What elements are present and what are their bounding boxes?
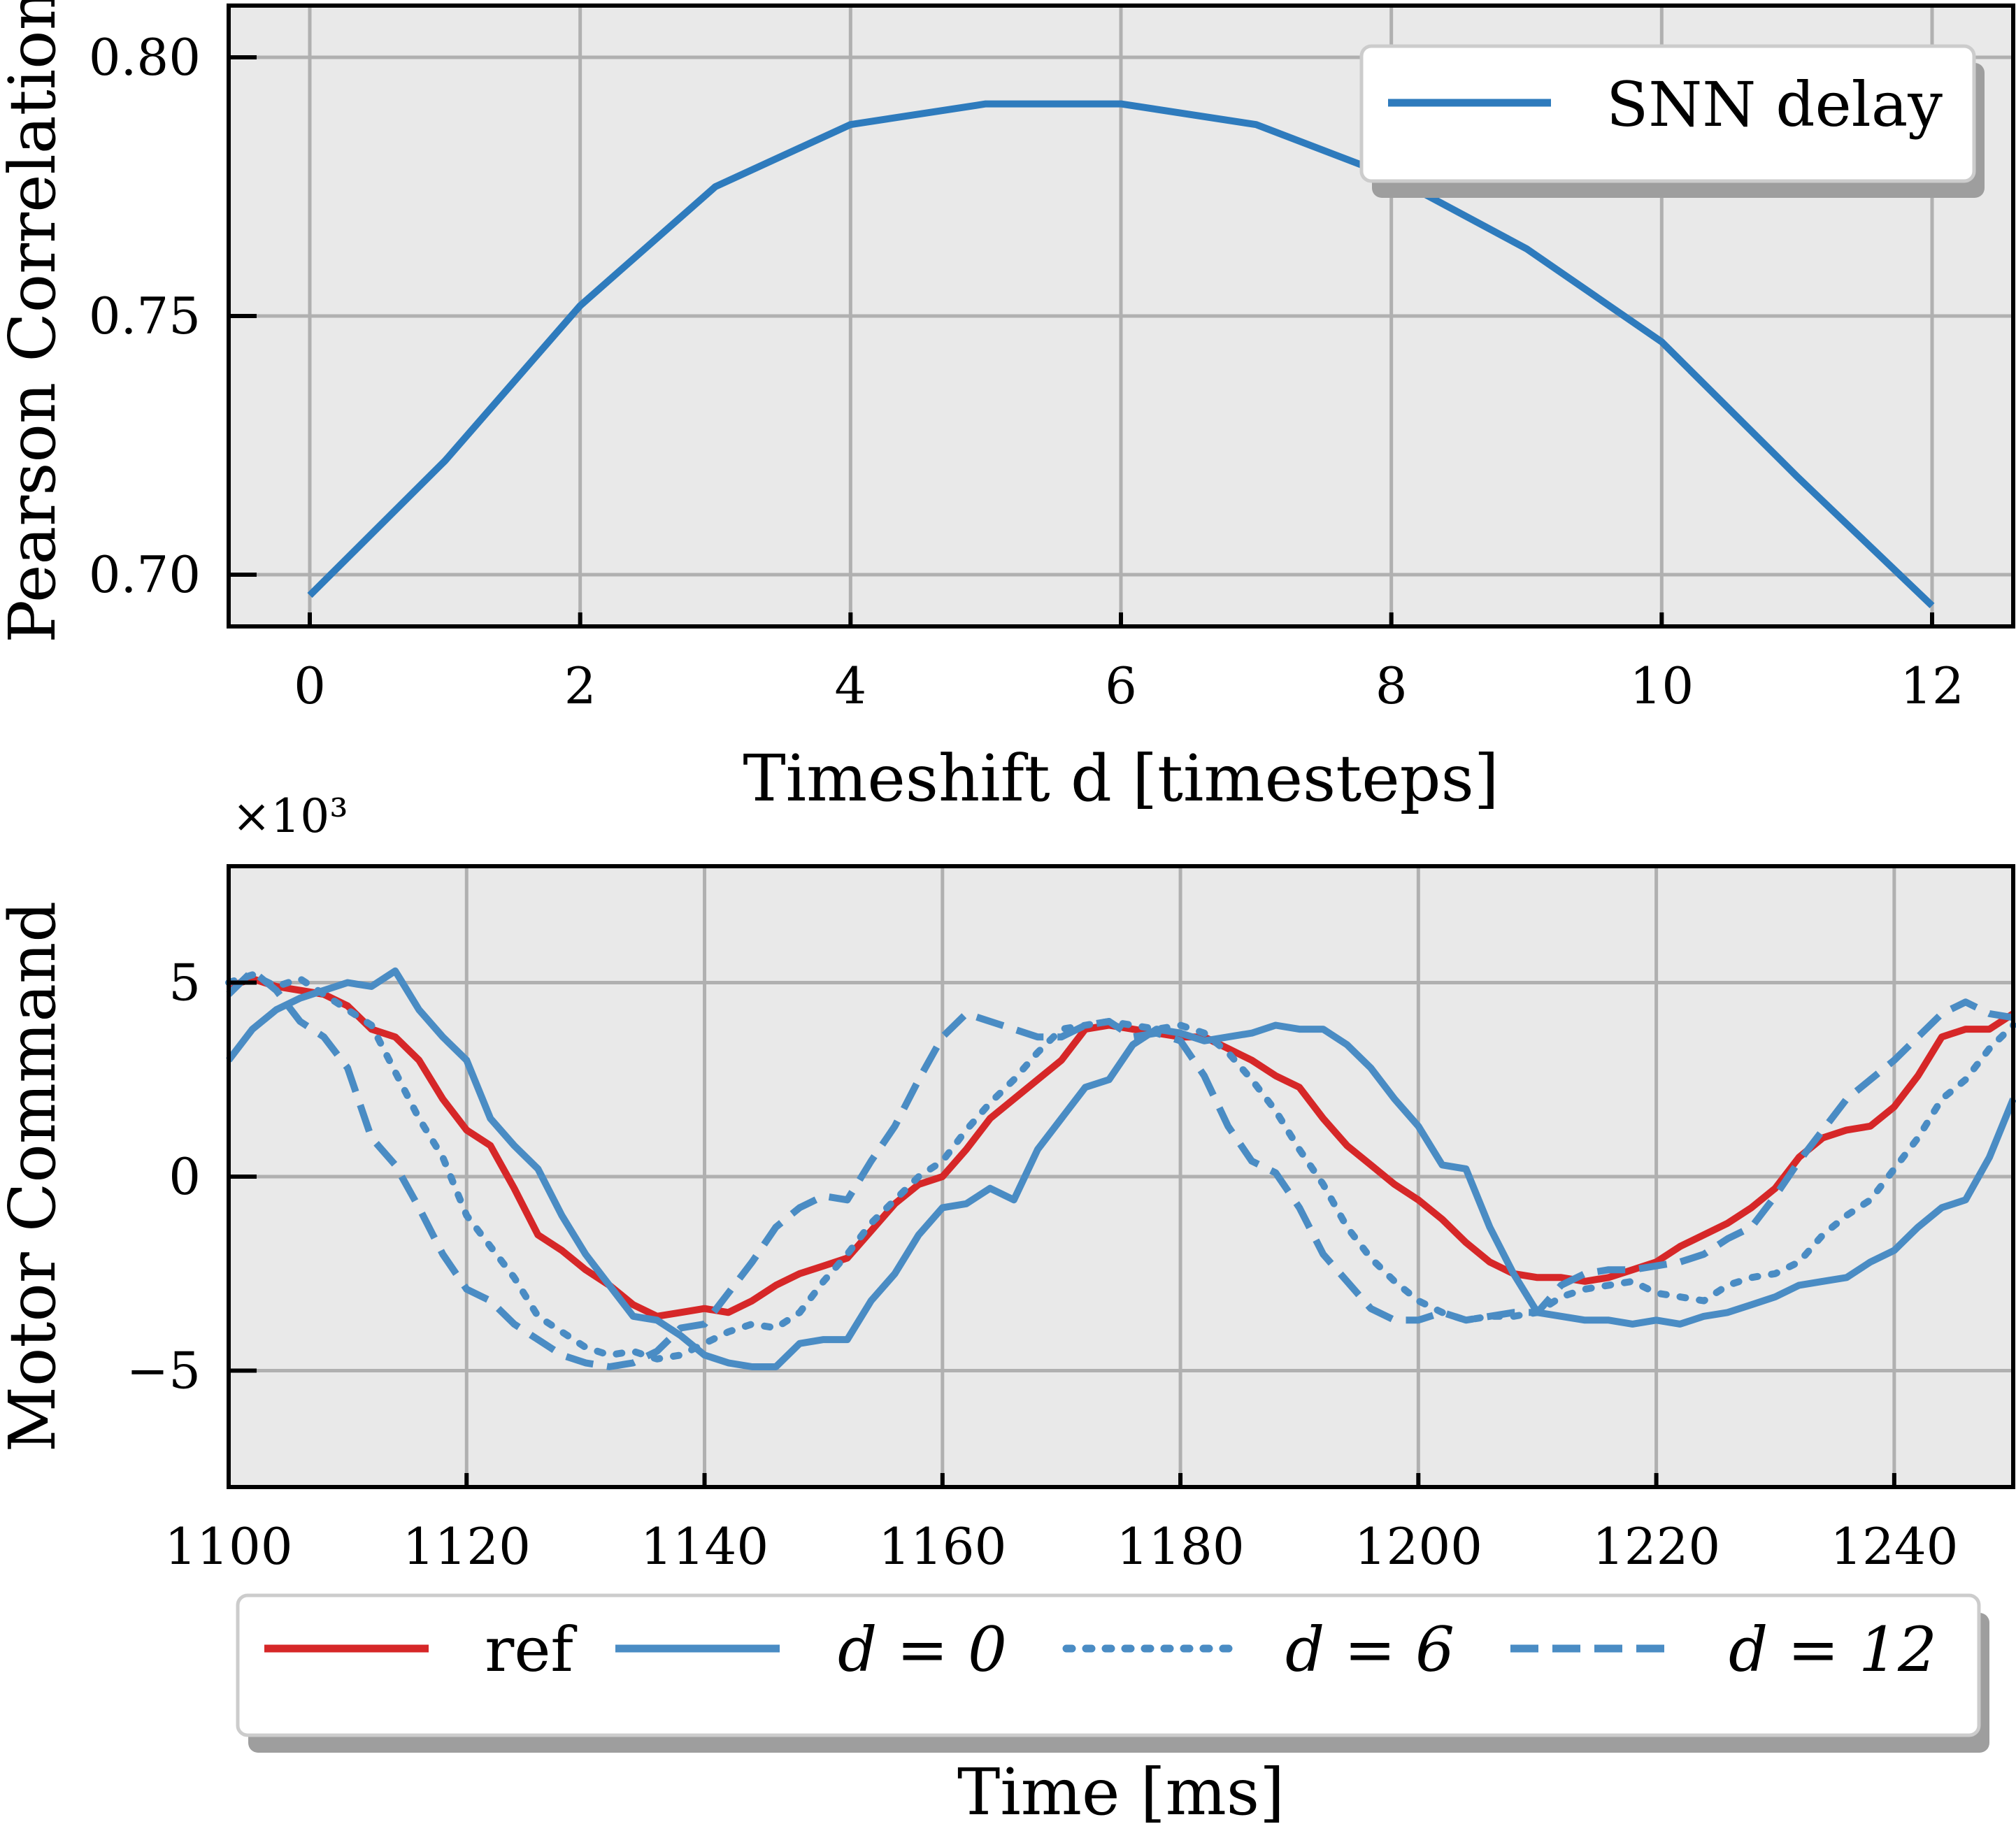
y-tick-label: 0.80 [89, 28, 201, 87]
y-tick-label: 0.70 [89, 545, 201, 604]
x-tick-label: 2 [564, 656, 596, 715]
series-lines [225, 967, 2016, 1370]
legend-box [1359, 44, 1976, 183]
ticks: 0 2 4 6 8 10 12 0.70 0.75 0.80 [89, 28, 1964, 715]
x-tick-label: 10 [1630, 656, 1694, 715]
legend-items: ref d = 0 d = 6 d = 12 [264, 1614, 1937, 1686]
x-tick-label: 0 [294, 656, 326, 715]
x-tick-label: 1140 [641, 1517, 768, 1576]
series-line-d-12 [226, 967, 2014, 1370]
x-tick-label: 1160 [878, 1517, 1006, 1576]
x-tick-label: 8 [1375, 656, 1408, 715]
y-tick-label: 0.75 [89, 287, 201, 345]
x-tick-label: 1100 [164, 1517, 292, 1576]
legend: ref d = 0 d = 6 d = 12 [236, 1593, 1989, 1753]
x-axis-label: Time [ms] [957, 1755, 1285, 1830]
series-line-d-6 [225, 971, 2016, 1363]
y-axis-label: Pearson Correlation [0, 0, 70, 643]
ticks: 1100 1120 1140 1160 1180 1200 1220 1240 −5 0 5 [127, 954, 1959, 1577]
legend-label-d-12: d = 12 [1729, 1614, 1937, 1686]
y-multiplier-label: ×10³ [232, 789, 348, 843]
x-tick-label: 1220 [1592, 1517, 1720, 1576]
x-tick-label: 1200 [1354, 1517, 1482, 1576]
y-tick-label: −5 [127, 1342, 201, 1400]
x-tick-label: 1120 [403, 1517, 531, 1576]
x-axis-label: Timeshift d [timesteps] [743, 741, 1499, 816]
legend: SNN delay [1359, 44, 1985, 198]
x-tick-label: 1180 [1116, 1517, 1244, 1576]
legend-label-d-0: d = 0 [838, 1614, 1007, 1686]
series-line-d-0 [226, 967, 2016, 1370]
legend-label-d-6: d = 6 [1285, 1614, 1454, 1686]
y-axis-label: Motor Command [0, 901, 70, 1452]
x-tick-label: 4 [834, 656, 866, 715]
y-tick-label: 5 [169, 954, 201, 1012]
y-tick-label: 0 [169, 1147, 201, 1206]
legend-label-ref: ref [485, 1614, 577, 1686]
pearson-correlation-chart: 0 2 4 6 8 10 12 0.70 0.75 0.80 Timeshift d [times… [0, 0, 2015, 816]
legend-box [236, 1593, 1981, 1737]
series-lines [307, 100, 1935, 609]
series-line-snn-delay [307, 100, 1935, 609]
legend-label-snn-delay: SNN delay [1606, 69, 1943, 141]
x-tick-label: 12 [1900, 656, 1964, 715]
motor-command-chart: 1100 1120 1140 1160 1180 1200 1220 1240 −5 0 5 ×10… [0, 789, 2016, 1830]
x-tick-label: 6 [1105, 656, 1137, 715]
x-tick-label: 1240 [1830, 1517, 1958, 1576]
